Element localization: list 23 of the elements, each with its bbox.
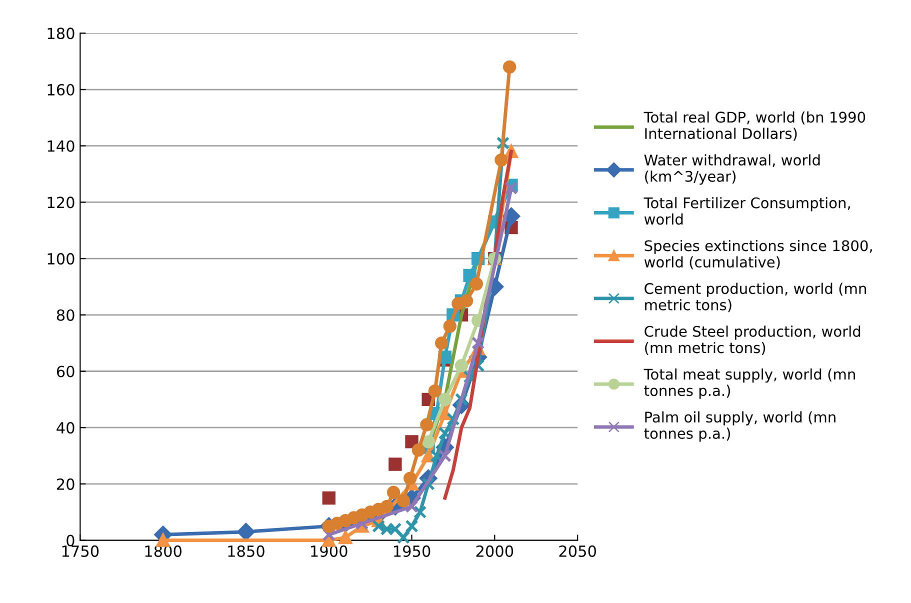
legend-label: Total Fertilizer Consumption, world (644, 197, 850, 225)
legend-label: Palm oil supply, world (mn tonnes p.a.) (644, 411, 836, 442)
y-tick-label: 140 (48, 140, 74, 152)
y-tick-label: 160 (48, 84, 74, 96)
y-tick-label: 0 (66, 534, 74, 546)
legend-label: Total real GDP, world (bn 1990 International Dollars) (644, 111, 866, 141)
x-tick-label: 2050 (559, 545, 596, 557)
y-tick-label: 80 (56, 309, 74, 321)
y-tick-label: 20 (56, 478, 74, 490)
x-tick-label: 2000 (476, 545, 514, 557)
legend-label: Species extinctions since 1800, world (cumulative) (644, 240, 872, 270)
legend-label: Crude Steel production, world (mn metric tons) (644, 326, 860, 355)
y-tick-label: 100 (48, 253, 74, 265)
y-tick-label: 120 (48, 196, 74, 208)
y-tick-label: 60 (56, 366, 74, 378)
legend-label: Cement production, world (mn metric tons) (644, 282, 866, 312)
legend-label: Total meat supply, world (mn tonnes p.a.) (644, 368, 855, 399)
x-tick-label: 1750 (62, 545, 99, 557)
legend-label: Water withdrawal, world (km^3/year) (644, 154, 820, 185)
x-tick-label: 1950 (394, 545, 430, 557)
y-tick-label: 40 (56, 422, 74, 434)
x-tick-label: 1850 (228, 545, 264, 557)
y-tick-label: 180 (48, 28, 74, 40)
